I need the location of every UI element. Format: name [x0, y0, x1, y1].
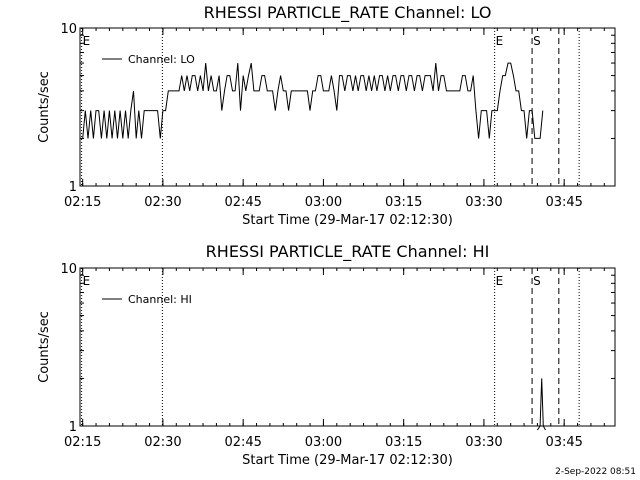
- generation-timestamp: 2-Sep-2022 08:51: [555, 467, 636, 477]
- event-marker-label: E: [496, 34, 504, 48]
- y-axis-label: Counts/sec: [37, 311, 52, 383]
- x-tick-label: 02:30: [144, 195, 181, 210]
- series-line: [82, 62, 544, 139]
- chart-title: RHESSI PARTICLE_RATE Channel: HI: [206, 242, 490, 262]
- x-axis-label: Start Time (29-Mar-17 02:12:30): [242, 213, 453, 228]
- plot-frame: [79, 267, 616, 427]
- x-tick-label: 03:15: [385, 435, 422, 450]
- hi-channel-panel: RHESSI PARTICLE_RATE Channel: HI 02:15 02:…: [37, 242, 616, 468]
- x-tick-label: 03:45: [545, 195, 582, 210]
- lo-channel-panel: RHESSI PARTICLE_RATE Channel: LO 02:15 02:…: [37, 3, 616, 228]
- x-tick-label: 03:00: [305, 195, 342, 210]
- series-line: [536, 378, 546, 431]
- x-tick-label: 03:30: [465, 195, 502, 210]
- legend-entry: Channel: LO: [128, 53, 195, 66]
- x-tick-label: 03:45: [545, 435, 582, 450]
- event-marker-label: E: [496, 274, 504, 288]
- plot-frame: [79, 27, 616, 187]
- event-marker-label: E: [83, 274, 91, 288]
- x-tick-label: 03:00: [305, 435, 342, 450]
- x-tick-label: 03:15: [385, 195, 422, 210]
- x-tick-label: 02:15: [64, 195, 101, 210]
- x-tick-label: 03:30: [465, 435, 502, 450]
- y-tick-label: 1: [69, 420, 77, 435]
- y-tick-label: 10: [60, 262, 77, 277]
- event-marker-label: E: [83, 34, 91, 48]
- x-tick-label: 02:45: [224, 435, 261, 450]
- y-axis-label: Counts/sec: [37, 71, 52, 143]
- event-marker-label: S: [533, 274, 541, 288]
- event-marker-label: S: [533, 34, 541, 48]
- x-tick-label: 02:45: [224, 195, 261, 210]
- x-axis-label: Start Time (29-Mar-17 02:12:30): [242, 453, 453, 468]
- chart-title: RHESSI PARTICLE_RATE Channel: LO: [204, 3, 492, 23]
- y-tick-label: 10: [60, 22, 77, 37]
- y-tick-label: 1: [69, 180, 77, 195]
- legend-entry: Channel: HI: [128, 293, 192, 306]
- x-tick-label: 02:15: [64, 435, 101, 450]
- x-tick-label: 02:30: [144, 435, 181, 450]
